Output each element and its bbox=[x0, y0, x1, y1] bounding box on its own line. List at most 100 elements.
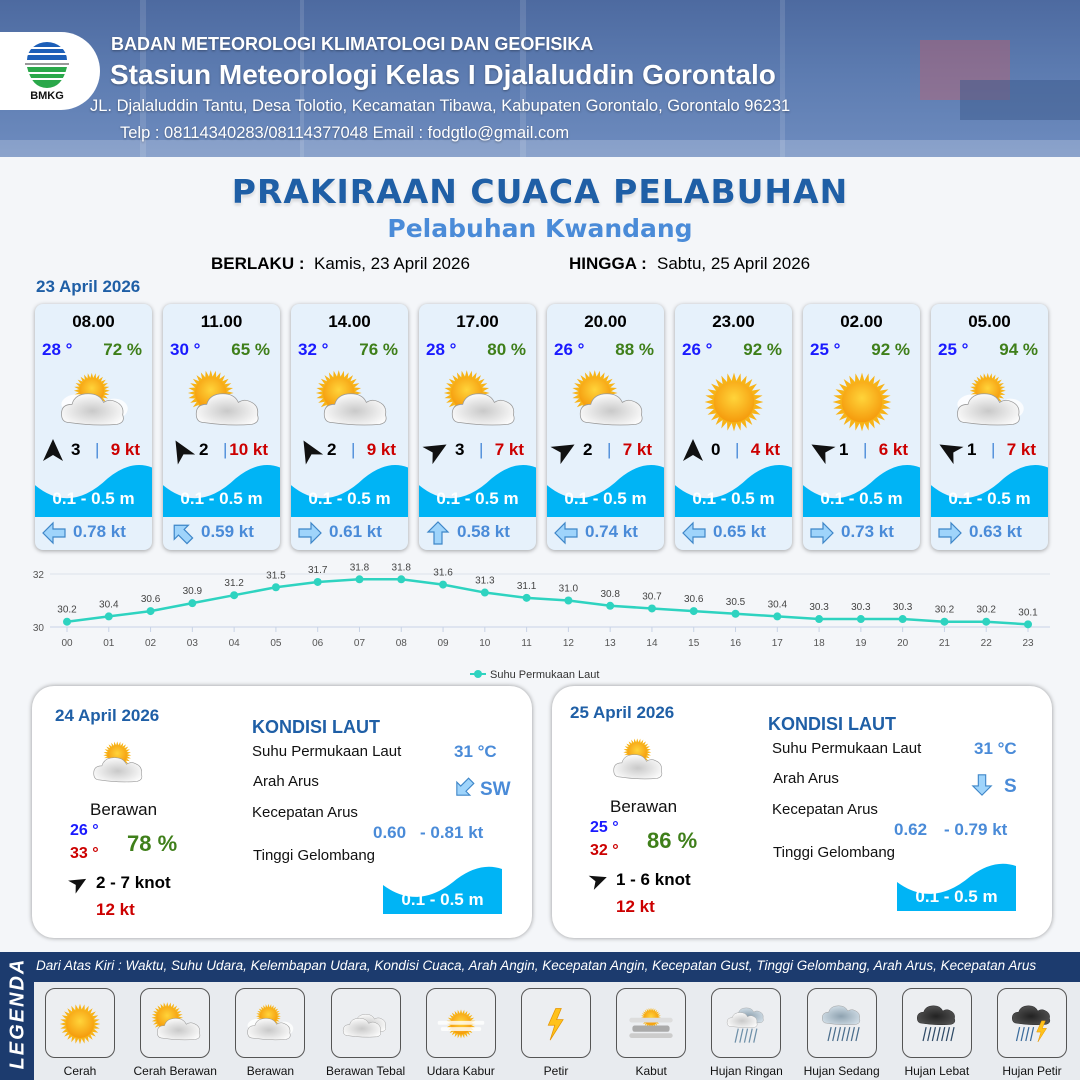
data-label: 31.8 bbox=[350, 562, 370, 573]
hujan-sedang-legend-icon bbox=[806, 988, 877, 1058]
x-tick-label: 02 bbox=[145, 638, 157, 649]
current-direction-arrow-icon bbox=[809, 520, 835, 546]
legend-label: Hujan Sedang bbox=[803, 1064, 880, 1078]
forecast-time: 11.00 bbox=[200, 312, 243, 331]
forecast-time: 08.00 bbox=[72, 312, 115, 331]
air-temperature: 25 ° bbox=[938, 340, 969, 359]
sst-point bbox=[564, 596, 573, 605]
forecast-card: 02.00 25 ° 92 % 1 | 6 kt 0.1 - 0.5 m 0.7… bbox=[803, 304, 920, 550]
forecast-time: 14.00 bbox=[328, 312, 371, 331]
gust-speed: 12 kt bbox=[616, 897, 655, 916]
berawan-legend-icon bbox=[235, 988, 306, 1058]
humidity: 80 % bbox=[487, 340, 526, 359]
current-direction-arrow-icon bbox=[937, 520, 963, 546]
current-direction-arrow-icon bbox=[297, 520, 323, 546]
data-label: 30.1 bbox=[1018, 607, 1038, 618]
berawan-weather-icon bbox=[84, 734, 154, 794]
wave-icon bbox=[897, 861, 1016, 911]
gust-speed: 6 kt bbox=[878, 440, 908, 459]
sst-point bbox=[731, 609, 740, 618]
data-label: 30.7 bbox=[642, 591, 662, 602]
valid-from-value: Kamis, 23 April 2026 bbox=[314, 254, 470, 273]
data-label: 31.5 bbox=[266, 570, 286, 581]
legend-label: Berawan bbox=[246, 1064, 295, 1078]
x-tick-label: 06 bbox=[312, 638, 324, 649]
sst-point bbox=[898, 615, 907, 624]
legend-description: Dari Atas Kiri : Waktu, Suhu Udara, Kele… bbox=[36, 958, 1037, 973]
wave-icon bbox=[383, 864, 502, 914]
y-tick-label: 32 bbox=[33, 570, 45, 581]
hujan-ringan-legend-icon bbox=[711, 988, 782, 1058]
wave-icon bbox=[291, 462, 408, 517]
sst-point bbox=[606, 601, 615, 610]
sst-point bbox=[815, 615, 824, 624]
wave-height: 0.1 - 0.5 m bbox=[436, 489, 519, 508]
sst-point bbox=[188, 599, 197, 608]
gust-speed: 7 kt bbox=[1006, 440, 1036, 459]
current-direction-label: Arah Arus bbox=[773, 770, 839, 787]
humidity: 65 % bbox=[231, 340, 270, 359]
sst-point bbox=[271, 583, 280, 592]
wind-direction-arrow-icon bbox=[422, 438, 449, 465]
separator: | bbox=[863, 440, 868, 459]
sst-point bbox=[647, 604, 656, 613]
x-tick-label: 00 bbox=[61, 638, 73, 649]
sst-point bbox=[856, 615, 865, 624]
humidity: 72 % bbox=[103, 340, 142, 359]
sst-label: Suhu Permukaan Laut bbox=[252, 743, 402, 760]
weather-condition: Berawan bbox=[610, 797, 678, 816]
air-temperature: 26 ° bbox=[682, 340, 713, 359]
wind-direction-arrow-icon bbox=[809, 438, 836, 465]
legend-label: Cerah Berawan bbox=[133, 1064, 217, 1078]
air-temperature: 32 ° bbox=[298, 340, 329, 359]
wind-direction-arrow-icon bbox=[169, 438, 196, 465]
current-direction: S bbox=[1004, 776, 1017, 797]
wind-speed: 3 bbox=[455, 440, 465, 459]
cerah-berawan-weather-icon bbox=[177, 366, 267, 438]
logo-text: BMKG bbox=[30, 90, 64, 102]
legend-label: Petir bbox=[543, 1064, 569, 1078]
separator: | bbox=[479, 440, 484, 459]
x-tick-label: 07 bbox=[354, 638, 366, 649]
agency-name: BADAN METEOROLOGI KLIMATOLOGI DAN GEOFIS… bbox=[111, 34, 594, 54]
wave-height: 0.1 - 0.5 m bbox=[180, 489, 263, 508]
current-speed: 0.61 kt bbox=[329, 522, 382, 541]
wave-height: 0.1 - 0.5 m bbox=[564, 489, 647, 508]
kabut-legend-icon bbox=[616, 988, 687, 1058]
sst-point bbox=[1024, 620, 1032, 629]
sst-value: 31 °C bbox=[974, 739, 1017, 758]
wave-height: 0.1 - 0.5 m bbox=[52, 489, 135, 508]
sst-point bbox=[522, 593, 531, 602]
wind-direction-arrow-icon bbox=[937, 438, 964, 465]
forecast-time: 17.00 bbox=[456, 312, 499, 331]
sst-point bbox=[940, 617, 949, 626]
gust-speed: 4 kt bbox=[750, 440, 780, 459]
sst-point bbox=[397, 575, 406, 584]
air-temperature: 30 ° bbox=[170, 340, 201, 359]
gust-speed: 7 kt bbox=[622, 440, 652, 459]
station-name: Stasiun Meteorologi Kelas I Djalaluddin … bbox=[110, 59, 776, 90]
wind-speed: 3 bbox=[71, 440, 81, 459]
legend-label: Suhu Permukaan Laut bbox=[490, 669, 599, 681]
air-temperature: 28 ° bbox=[426, 340, 457, 359]
sst-chart: 30 32 00 01 02 03 04 05 06 07 08 09 10 11 12 13 14 15 16 17… bbox=[33, 562, 1050, 681]
x-tick-label: 19 bbox=[855, 638, 867, 649]
valid-to-label: HINGGA : bbox=[569, 254, 647, 273]
wind-speed: 1 bbox=[967, 440, 977, 459]
data-label: 31.8 bbox=[392, 562, 412, 573]
sst-point bbox=[773, 612, 782, 621]
data-label: 30.2 bbox=[935, 605, 955, 616]
udara-kabur-legend-icon bbox=[425, 988, 496, 1058]
valid-to-value: Sabtu, 25 April 2026 bbox=[657, 254, 811, 273]
sst-point bbox=[63, 617, 71, 626]
sst-point bbox=[439, 580, 448, 589]
forecast-card: 08.00 28 ° 72 % 3 | 9 kt 0.1 - 0.5 m 0.7… bbox=[35, 304, 152, 550]
current-speed: 0.65 kt bbox=[713, 522, 766, 541]
daily-forecast-panel: 25 April 2026 Berawan 25 ° 32 ° 86 % 1 -… bbox=[552, 686, 1052, 938]
current-speed: 0.73 kt bbox=[841, 522, 894, 541]
data-label: 30.9 bbox=[183, 586, 203, 597]
legend-label: Berawan Tebal bbox=[326, 1064, 406, 1078]
day-date: 25 April 2026 bbox=[570, 703, 675, 722]
sst-point bbox=[982, 617, 991, 626]
x-tick-label: 17 bbox=[772, 638, 784, 649]
